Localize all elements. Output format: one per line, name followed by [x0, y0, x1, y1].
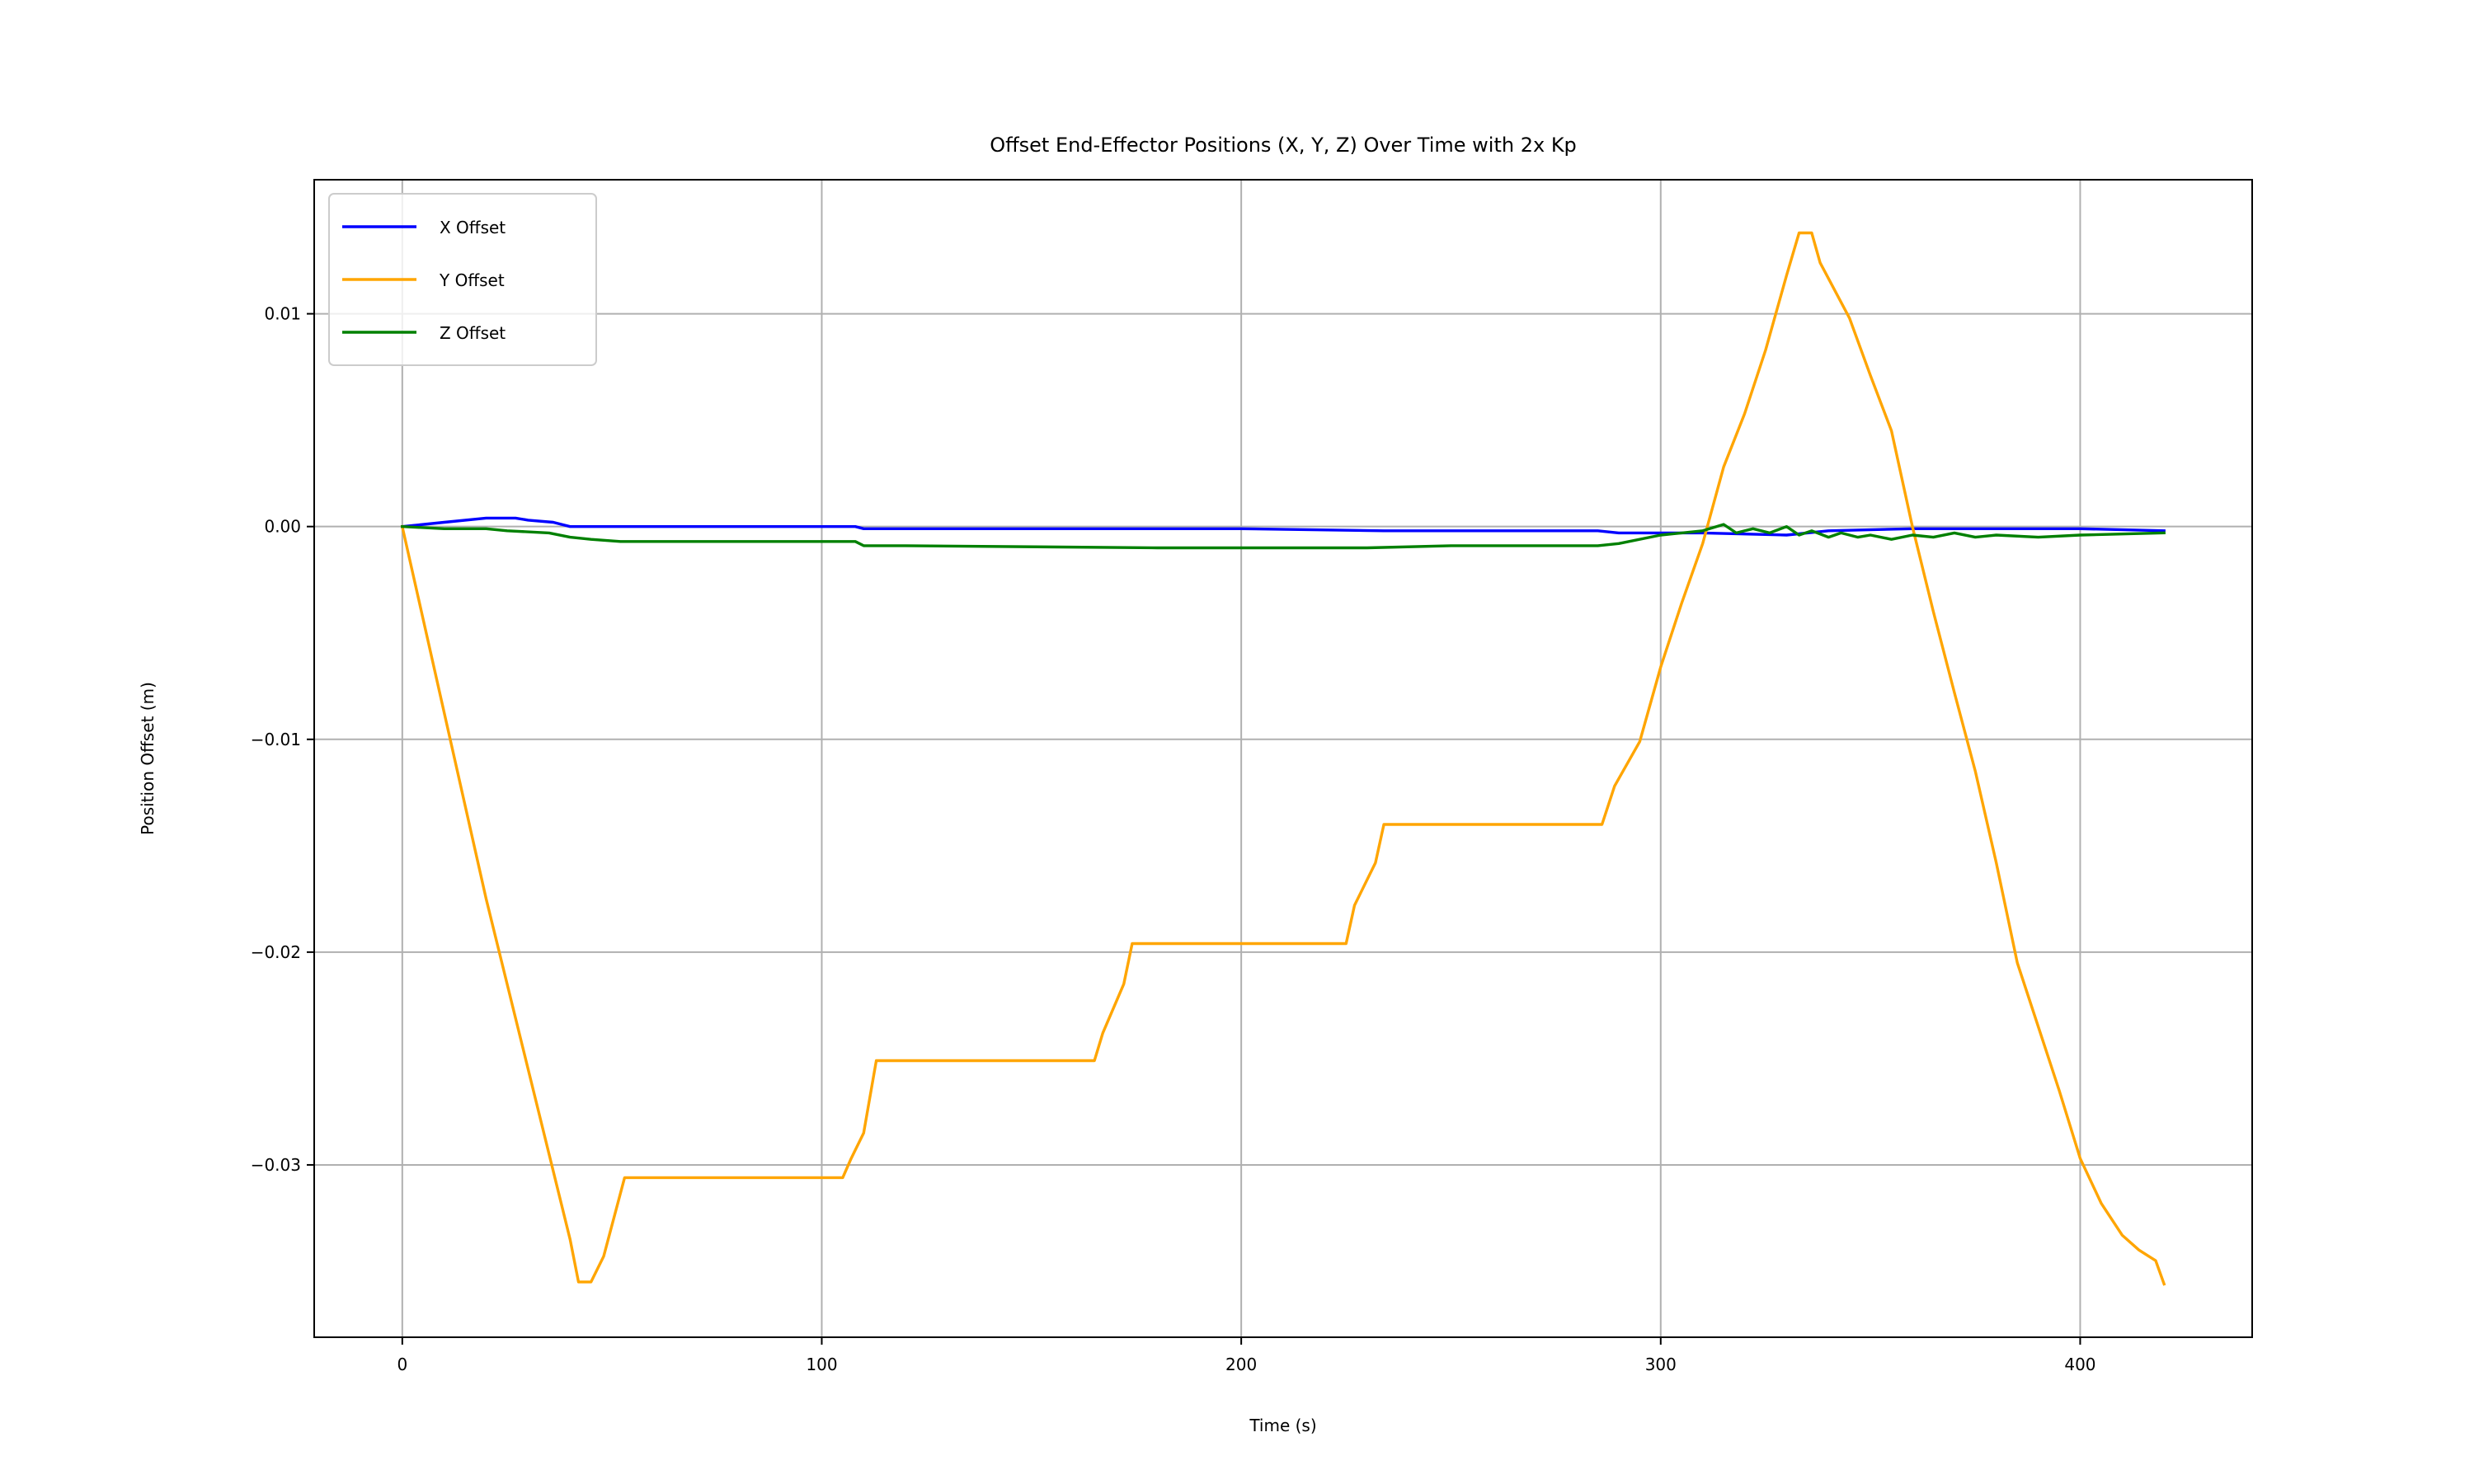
x-axis-ticks: 0 100 200 300 400 — [397, 1337, 2096, 1374]
x-tick-label: 0 — [397, 1355, 407, 1374]
x-axis-label: Time (s) — [1249, 1416, 1316, 1435]
chart-title: Offset End-Effector Positions (X, Y, Z) … — [990, 134, 1577, 157]
plot-frame — [313, 179, 2253, 1338]
x-tick-label: 100 — [806, 1355, 837, 1374]
legend-box — [328, 193, 597, 366]
series-lines — [400, 231, 2166, 1286]
y-tick-label: 0.01 — [264, 304, 301, 324]
y-tick-label: −0.01 — [251, 730, 301, 749]
x-tick-label: 200 — [1225, 1355, 1257, 1374]
y-axis-ticks: −0.03 −0.02 −0.01 0.00 0.01 — [251, 304, 314, 1175]
y-tick-label: −0.03 — [251, 1155, 301, 1175]
legend-label-y-offset: Y Offset — [439, 270, 505, 290]
x-tick-label: 300 — [1645, 1355, 1677, 1374]
x-tick-label: 400 — [2064, 1355, 2095, 1374]
x-offset-line — [400, 516, 2166, 537]
legend-label-z-offset: Z Offset — [440, 323, 506, 343]
legend-label-x-offset: X Offset — [440, 218, 506, 237]
y-tick-label: 0.00 — [264, 517, 301, 537]
y-tick-label: −0.02 — [251, 942, 301, 962]
z-offset-line — [401, 523, 2166, 550]
legend: X Offset Y Offset Z Offset — [328, 193, 597, 366]
y-offset-line — [400, 231, 2166, 1286]
y-axis-label: Position Offset (m) — [138, 682, 158, 835]
